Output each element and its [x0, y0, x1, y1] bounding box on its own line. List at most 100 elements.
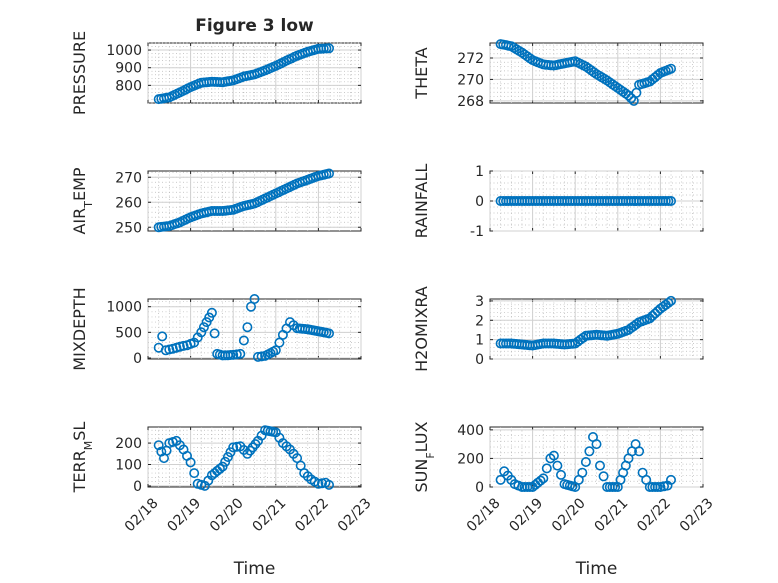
y-tick-label: 268 — [457, 94, 484, 110]
x-tick-label: 02/22 — [292, 495, 332, 535]
y-tick-label: 100 — [115, 458, 142, 474]
data-point — [217, 461, 228, 472]
figure-title: Figure 3 low — [195, 16, 314, 36]
data-series-mixdepth — [153, 293, 334, 362]
data-point — [225, 447, 236, 458]
x-tick-label: 02/20 — [207, 495, 247, 535]
data-point — [238, 335, 249, 346]
y-axis-label: PRESSURE — [70, 31, 89, 115]
x-tick-label: 02/23 — [677, 495, 717, 535]
data-point — [153, 440, 164, 451]
data-point — [535, 475, 546, 486]
data-point — [189, 468, 200, 479]
data-point — [663, 297, 674, 308]
x-tick-label: 02/21 — [592, 495, 632, 535]
y-tick-label: 260 — [115, 195, 142, 211]
y-axis-label: RAINFALL — [412, 164, 431, 239]
data-point — [631, 319, 642, 330]
data-point — [313, 478, 324, 489]
y-tick-label: 500 — [115, 325, 142, 341]
data-point — [552, 460, 563, 471]
y-tick-label: 3 — [475, 294, 484, 310]
subplot-rainfall: -1 0 1 RAINFALL — [412, 164, 704, 240]
data-point — [196, 327, 207, 338]
axes-background — [489, 298, 704, 360]
y-tick-label: 270 — [115, 170, 142, 186]
y-tick-label: 2 — [475, 313, 484, 329]
x-tick-label: 02/22 — [634, 495, 674, 535]
x-tick-label: 02/18 — [122, 495, 162, 535]
x-tick-label: 02/18 — [464, 495, 504, 535]
y-tick-label: 200 — [115, 436, 142, 452]
data-series-theta — [495, 39, 676, 106]
subplot-theta: 268 270 272 THETA — [412, 39, 704, 110]
data-point — [323, 479, 334, 490]
data-point — [665, 63, 676, 74]
data-point — [591, 439, 602, 450]
data-series-air-temp — [153, 168, 334, 233]
y-tick-label: 1 — [475, 164, 484, 180]
y-tick-label: 0 — [133, 479, 142, 495]
y-axis-label: AIRTEMP — [70, 167, 95, 234]
data-point — [220, 456, 231, 467]
data-point — [185, 457, 196, 468]
y-axis-label: THETA — [412, 47, 431, 99]
y-axis-label: SUNFLUX — [412, 421, 437, 492]
data-point — [665, 295, 676, 306]
data-point — [157, 331, 168, 342]
y-tick-label: 0 — [475, 352, 484, 368]
data-point — [242, 322, 253, 333]
y-tick-label: -1 — [470, 224, 484, 240]
data-point — [253, 351, 264, 362]
y-tick-label: 900 — [115, 61, 142, 77]
y-tick-label: 270 — [457, 72, 484, 88]
data-point — [652, 70, 663, 81]
y-tick-label: 0 — [133, 351, 142, 367]
y-tick-label: 1000 — [106, 43, 142, 59]
data-point — [214, 463, 225, 474]
data-point — [323, 43, 334, 54]
y-axis-label: H2OMIXRA — [412, 286, 431, 372]
data-point — [249, 293, 260, 304]
data-series-sun-flux — [495, 431, 676, 492]
y-tick-label: 0 — [475, 194, 484, 210]
data-point — [541, 463, 552, 474]
data-series-rainfall — [495, 196, 676, 207]
x-tick-label: 02/19 — [506, 495, 546, 535]
y-tick-label: 400 — [457, 423, 484, 439]
data-point — [231, 349, 242, 360]
data-series-pressure — [153, 43, 334, 105]
data-point — [206, 307, 217, 318]
data-point — [634, 446, 645, 457]
y-tick-label: 200 — [457, 451, 484, 467]
data-point — [209, 328, 220, 339]
data-series-terr-msl — [153, 425, 334, 491]
subplot-sun-flux: 0 200 400 SUNFLUX 02/18 02/19 02/20 02/21 02/22 0… — [412, 421, 717, 579]
data-point — [555, 469, 566, 480]
data-point — [580, 456, 591, 467]
y-tick-label: 250 — [115, 220, 142, 236]
x-axis-label: Time — [233, 559, 276, 579]
y-tick-label: 1 — [475, 333, 484, 349]
y-axis-label: TERRMSL — [70, 422, 95, 494]
data-point — [178, 340, 189, 351]
data-point — [256, 351, 267, 362]
data-point — [228, 349, 239, 360]
subplot-h2omixra: 0 1 2 3 H2OMIXRA — [412, 286, 704, 372]
data-point — [156, 446, 167, 457]
data-point — [316, 478, 327, 489]
axes-background — [147, 426, 362, 488]
subplot-mixdepth: 0 500 1000 MIXDEPTH — [70, 287, 362, 371]
x-axis-label: Time — [575, 559, 618, 579]
data-point — [235, 348, 246, 359]
data-point — [548, 450, 559, 461]
y-tick-label: 0 — [475, 480, 484, 496]
subplot-terr-msl: 0 100 200 TERRMSL 02/18 02/19 02/20 02/21 02/22 0… — [70, 422, 375, 579]
data-series-h2omixra — [495, 295, 676, 351]
y-tick-label: 800 — [115, 78, 142, 94]
data-point — [665, 196, 676, 207]
data-point — [222, 451, 233, 462]
data-point — [495, 474, 506, 485]
